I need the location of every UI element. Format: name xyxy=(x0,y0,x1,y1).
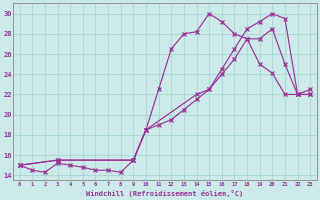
X-axis label: Windchill (Refroidissement éolien,°C): Windchill (Refroidissement éolien,°C) xyxy=(86,190,244,197)
